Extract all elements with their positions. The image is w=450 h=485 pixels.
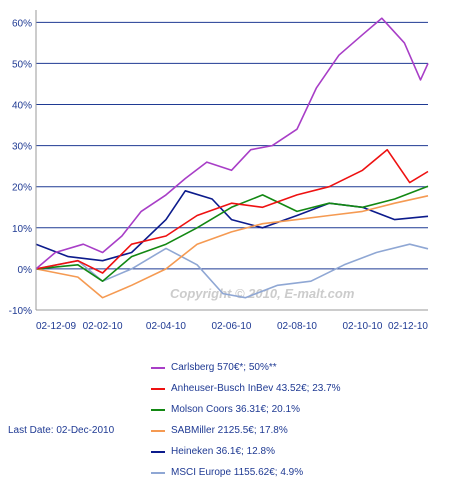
legend: Carlsberg 570€*; 50%** Anheuser-Busch InB… [150,357,446,483]
series-line-anheuser-busch-inbev [35,148,429,274]
x-tick-label: 02-12-10 [388,321,428,332]
y-tick-label: 0% [18,265,33,276]
series-line-carlsberg [35,17,429,270]
y-tick-label: 10% [12,224,32,235]
legend-label: Carlsberg 570€*; 50%** [171,362,277,373]
legend-swatch [151,429,165,432]
legend-item: Carlsberg 570€*; 50%** [150,357,446,378]
legend-label: SABMiller 2125.5€; 17.8% [171,425,288,436]
legend-swatch [151,387,165,390]
y-tick-label: 30% [12,142,32,153]
legend-swatch [151,366,165,369]
watermark: Copyright © 2010, E-malt.com [170,286,355,301]
legend-item: Molson Coors 36.31€; 20.1% [150,399,446,420]
line-chart: -10% 0% 10% 20% 30% 40% 50% 60% 02-12-09 02-02-1… [9,10,429,332]
series-line-sabmiller [35,195,429,299]
legend-swatch [151,450,165,453]
y-tick-label: -10% [9,306,32,317]
legend-label: Molson Coors 36.31€; 20.1% [171,404,300,415]
x-tick-label: 02-06-10 [211,321,251,332]
legend-item: Heineken 36.1€; 12.8% [150,441,446,462]
legend-item: Anheuser-Busch InBev 43.52€; 23.7% [150,378,446,399]
legend-label: MSCI Europe 1155.62€; 4.9% [171,467,304,478]
x-tick-label: 02-08-10 [277,321,317,332]
series-line-msci-europe [35,243,429,299]
y-axis-ticks: -10% 0% 10% 20% 30% 40% 50% 60% [9,18,32,317]
y-tick-label: 60% [12,18,32,29]
legend-label: Anheuser-Busch InBev 43.52€; 23.7% [171,383,341,394]
gridlines [36,21,428,311]
last-date-label: Last Date: 02-Dec-2010 [8,425,115,436]
y-tick-label: 20% [12,183,32,194]
legend-item: SABMiller 2125.5€; 17.8% [150,420,446,441]
x-axis-ticks: 02-12-09 02-02-10 02-04-10 02-06-10 02-08-10… [36,321,428,332]
legend-label: Heineken 36.1€; 12.8% [171,446,275,457]
legend-swatch [151,408,165,411]
legend-swatch [151,471,165,474]
series-lines [35,17,429,299]
x-tick-label: 02-12-09 [36,321,76,332]
x-tick-label: 02-10-10 [342,321,382,332]
x-tick-label: 02-04-10 [146,321,186,332]
y-tick-label: 50% [12,59,32,70]
legend-item: MSCI Europe 1155.62€; 4.9% [150,462,446,483]
series-line-molson-coors [35,185,429,283]
y-tick-label: 40% [12,101,32,112]
x-tick-label: 02-02-10 [83,321,123,332]
plot-area [36,10,428,310]
